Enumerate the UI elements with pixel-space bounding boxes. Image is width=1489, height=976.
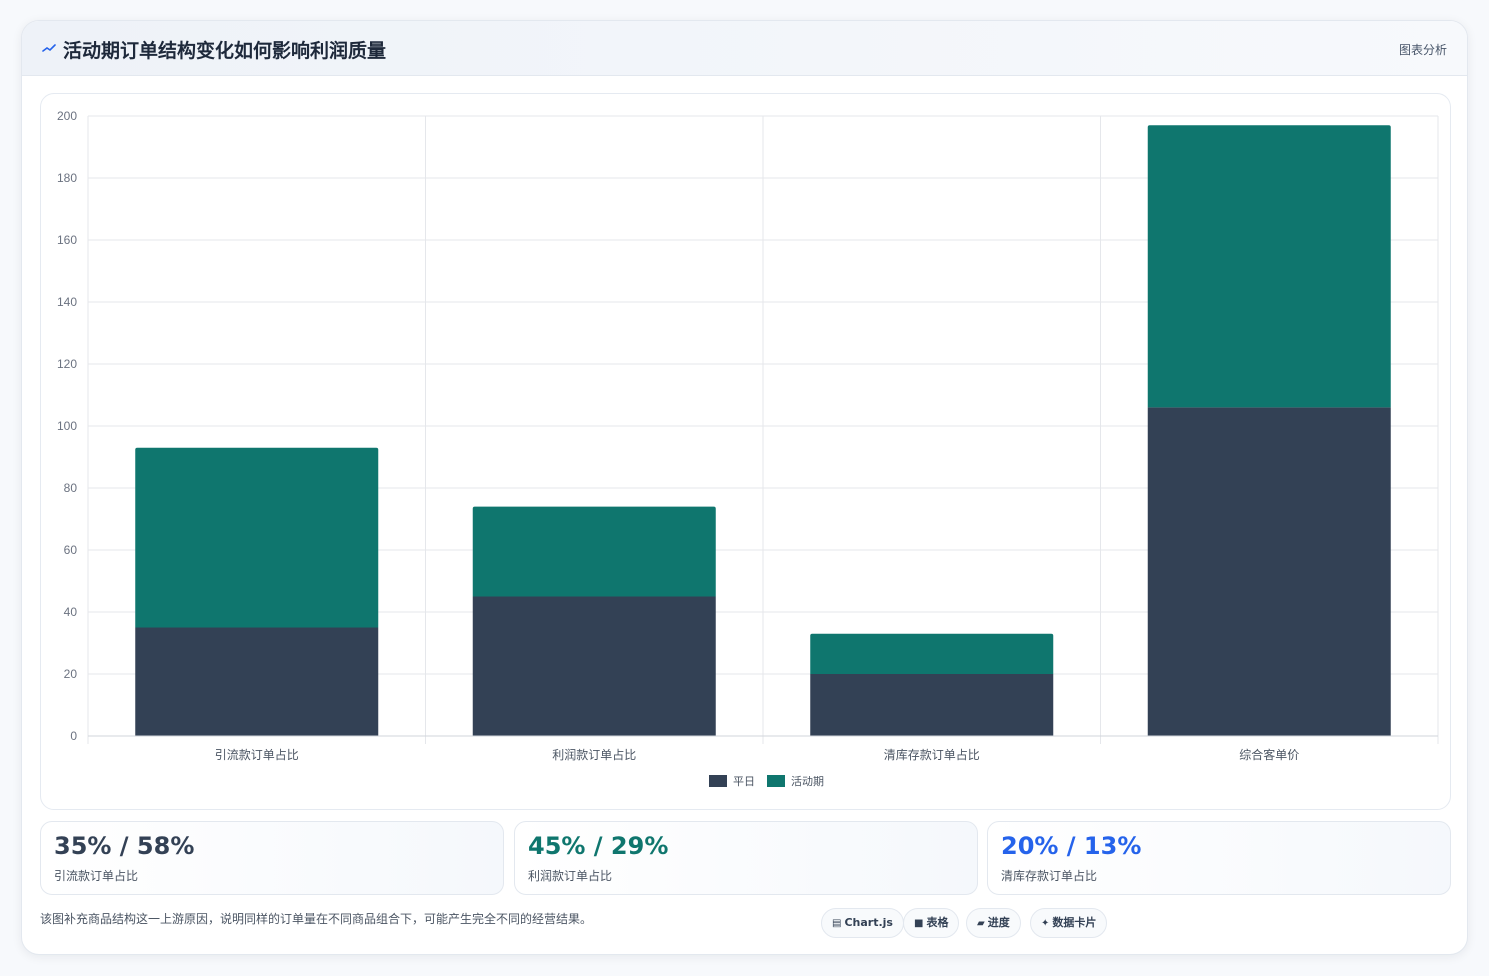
y-tick-label: 140 (57, 295, 77, 309)
bar-segment (810, 633, 1054, 674)
chip-data-card[interactable]: ✦ 数据卡片 (1030, 908, 1108, 938)
legend-swatch (767, 775, 785, 787)
kpi-value: 35% / 58% (54, 832, 195, 860)
legend-swatch (709, 775, 727, 787)
bar-segment (135, 447, 379, 628)
chip-chartjs[interactable]: ▤ Chart.js (821, 908, 904, 938)
chip-label: 表格 (926, 916, 949, 929)
kpi-card-clearance: 20% / 13% 清库存款订单占比 (987, 821, 1451, 895)
chip-progress[interactable]: ▰ 进度 (966, 908, 1021, 938)
legend-label: 平日 (733, 775, 755, 788)
legend-label: 活动期 (791, 775, 824, 788)
stacked-bar-chart: 0 20 40 60 80 100 120 140 160 180 200 引流款订单占比 利润款订单占… (57, 109, 1439, 788)
card-header: 活动期订单结构变化如何影响利润质量 图表分析 (22, 21, 1467, 76)
footer-note: 该图补充商品结构这一上游原因，说明同样的订单量在不同商品组合下，可能产生完全不同… (40, 912, 593, 926)
chip-table[interactable]: ■ 表格 (903, 908, 960, 938)
bar-segment (472, 596, 716, 736)
kpi-label: 引流款订单占比 (54, 869, 139, 883)
y-tick-label: 20 (64, 667, 78, 681)
chip-label: Chart.js (844, 916, 893, 929)
y-tick-label: 100 (57, 419, 77, 433)
chart-panel: 0 20 40 60 80 100 120 140 160 180 200 引流款订单占比 利润款订单占… (40, 93, 1451, 810)
x-tick-label: 综合客单价 (1239, 747, 1299, 762)
bar-segment (810, 674, 1054, 736)
y-tick-label: 180 (57, 171, 77, 185)
chart-icon: ▤ (832, 918, 842, 929)
bar-segment (135, 627, 379, 736)
y-tick-label: 40 (64, 605, 78, 619)
kpi-value: 20% / 13% (1001, 832, 1142, 860)
y-tick-label: 60 (64, 543, 78, 557)
bar-segment (1147, 125, 1391, 408)
table-icon: ■ (914, 918, 924, 929)
progress-icon: ▰ (977, 918, 985, 929)
bar-segment (1147, 407, 1391, 736)
kpi-card-profit: 45% / 29% 利润款订单占比 (514, 821, 978, 895)
kpi-label: 清库存款订单占比 (1001, 869, 1098, 883)
y-tick-label: 200 (57, 109, 77, 123)
x-tick-label: 清库存款订单占比 (884, 747, 980, 762)
chip-label: 进度 (987, 916, 1010, 929)
chip-label: 数据卡片 (1052, 916, 1097, 929)
y-tick-label: 160 (57, 233, 77, 247)
page-title: 活动期订单结构变化如何影响利润质量 (63, 40, 387, 62)
y-tick-label: 80 (64, 481, 78, 495)
y-tick-label: 120 (57, 357, 77, 371)
spark-icon (42, 44, 56, 52)
kpi-card-traffic: 35% / 58% 引流款订单占比 (40, 821, 504, 895)
y-tick-label: 0 (70, 729, 77, 743)
chart-card: 活动期订单结构变化如何影响利润质量 图表分析 0 20 40 60 80 100 120 14… (21, 20, 1468, 955)
x-tick-label: 引流款订单占比 (215, 747, 299, 762)
sparkle-icon: ✦ (1041, 918, 1050, 929)
x-tick-label: 利润款订单占比 (552, 747, 636, 762)
kpi-value: 45% / 29% (528, 832, 669, 860)
bar-segment (472, 506, 716, 597)
kpi-label: 利润款订单占比 (528, 869, 613, 883)
chart-analysis-link[interactable]: 图表分析 (1398, 43, 1447, 57)
